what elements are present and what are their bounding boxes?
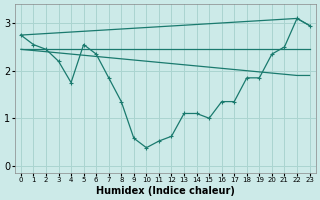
X-axis label: Humidex (Indice chaleur): Humidex (Indice chaleur) xyxy=(96,186,235,196)
